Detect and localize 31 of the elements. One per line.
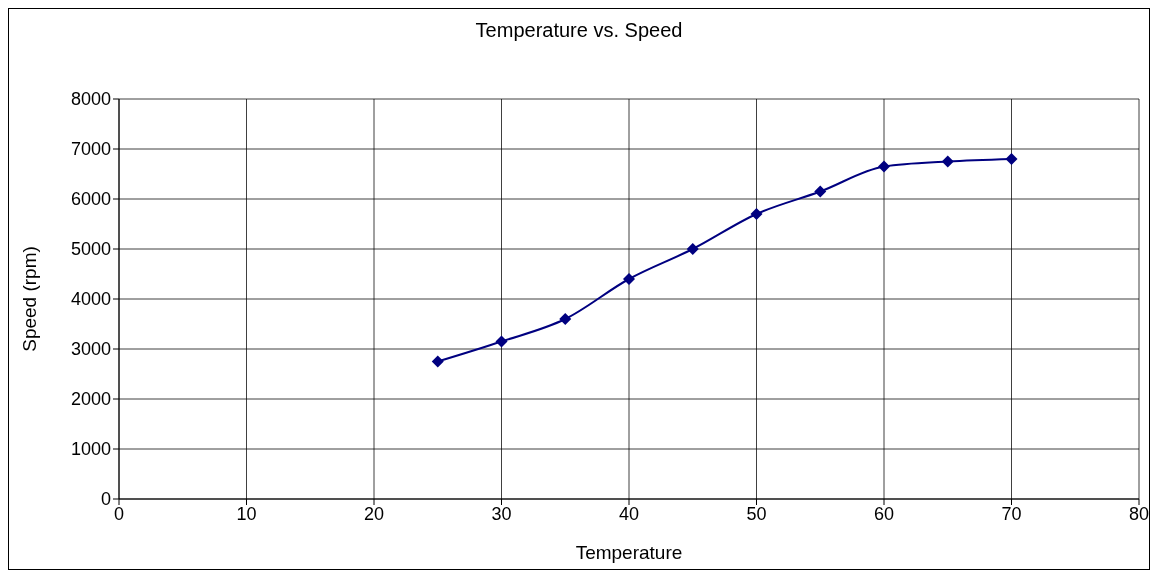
- y-tick-label: 0: [100, 489, 111, 510]
- point: [878, 160, 890, 173]
- x-tick-label: 30: [491, 503, 512, 524]
- y-tick-label: 2000: [70, 389, 111, 410]
- x-tick-label: 0: [113, 503, 125, 524]
- x-tick-label: 60: [873, 503, 895, 524]
- chart-title: Temperature vs. Speed: [474, 18, 684, 43]
- x-tick-label: 80: [1128, 503, 1150, 524]
- point: [814, 185, 827, 198]
- y-tick-label: 7000: [70, 139, 111, 160]
- point: [623, 273, 635, 285]
- point: [431, 355, 444, 368]
- y-tick-label: 3000: [70, 339, 111, 360]
- point: [495, 335, 508, 348]
- x-tick-label: 70: [1001, 503, 1022, 524]
- point: [1005, 153, 1018, 165]
- point: [750, 208, 763, 220]
- x-tick-label: 40: [618, 503, 640, 524]
- y-tick-label: 5000: [70, 239, 111, 260]
- y-tick-label: 4000: [70, 289, 111, 310]
- x-tick-label: 10: [236, 503, 257, 524]
- y-tick-label: 1000: [70, 439, 111, 460]
- point: [941, 155, 954, 168]
- y-axis-title: Speed (rpm): [18, 246, 40, 352]
- x-tick-label: 20: [363, 503, 385, 524]
- y-tick-label: 8000: [70, 89, 111, 110]
- point: [559, 313, 572, 325]
- x-axis-title: Temperature: [575, 542, 683, 563]
- x-tick-label: 50: [746, 503, 767, 524]
- point: [686, 243, 699, 255]
- y-tick-label: 6000: [70, 189, 111, 210]
